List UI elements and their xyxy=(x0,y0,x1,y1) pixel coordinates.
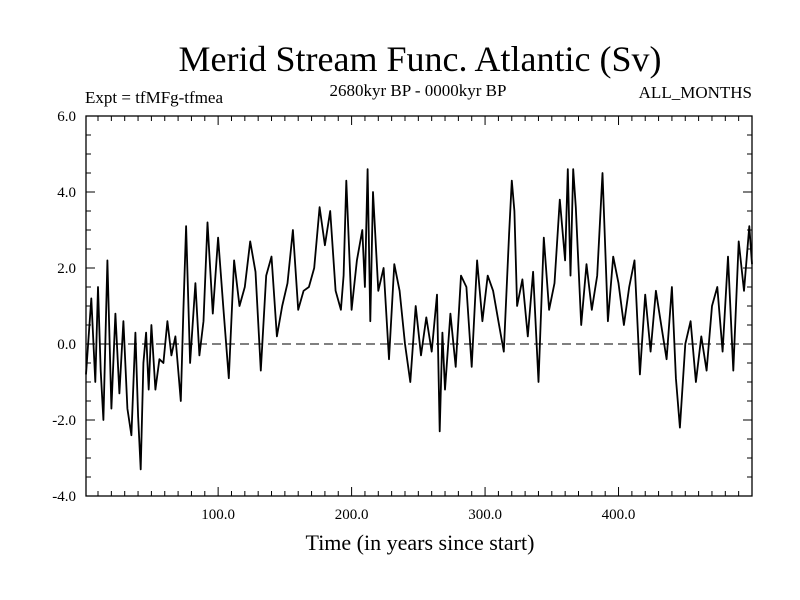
x-tick-label: 400.0 xyxy=(602,507,636,523)
experiment-label: Expt = tfMFg-tfmea xyxy=(85,88,223,107)
series-line xyxy=(85,168,753,471)
x-tick-label: 200.0 xyxy=(335,507,369,523)
x-tick-label: 100.0 xyxy=(201,507,235,523)
chart-title: Merid Stream Func. Atlantic (Sv) xyxy=(179,39,662,79)
y-tick-label: 0.0 xyxy=(57,337,76,353)
y-tick-label: -2.0 xyxy=(52,413,76,429)
months-label: ALL_MONTHS xyxy=(639,83,752,102)
x-axis-label: Time (in years since start) xyxy=(306,530,535,555)
tick-labels: 100.0 200.0 300.0 400.0 -4.0 -2.0 0.0 2.0 4.0 6.0 xyxy=(52,109,635,523)
x-tick-label: 300.0 xyxy=(468,507,502,523)
y-tick-label: -4.0 xyxy=(52,489,76,505)
tick-marks xyxy=(86,115,752,497)
plot-frame xyxy=(85,115,753,497)
y-tick-label: 6.0 xyxy=(57,109,76,125)
time-range-label: 2680kyr BP - 0000kyr BP xyxy=(330,81,507,100)
y-tick-label: 4.0 xyxy=(57,185,76,201)
y-tick-label: 2.0 xyxy=(57,261,76,277)
